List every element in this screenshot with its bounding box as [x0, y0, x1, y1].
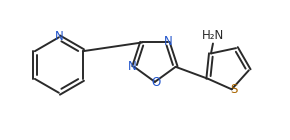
Text: O: O: [151, 76, 161, 89]
Text: N: N: [55, 30, 63, 43]
Text: N: N: [164, 35, 173, 48]
Text: S: S: [230, 83, 238, 96]
Text: H₂N: H₂N: [202, 29, 224, 42]
Text: N: N: [128, 60, 137, 73]
